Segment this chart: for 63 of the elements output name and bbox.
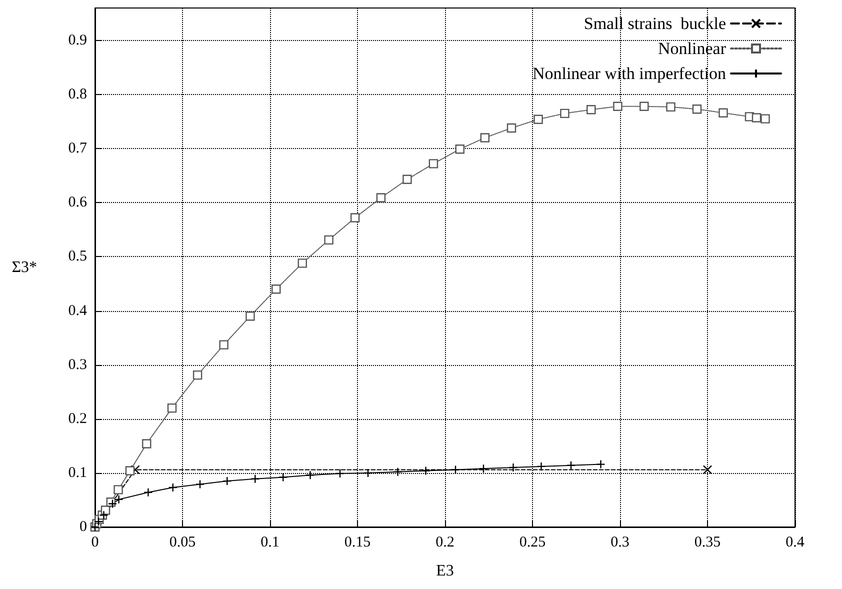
point (272, 284, 281, 294)
point (192, 370, 202, 380)
point (324, 235, 334, 245)
y-tick-label: 0.2 (68, 410, 87, 427)
point (114, 485, 123, 494)
y-tick-label: 0.3 (68, 356, 87, 373)
y-tick-label: 0.8 (68, 86, 87, 102)
y-tick-label: 0.1 (68, 464, 87, 481)
point (752, 113, 762, 122)
y-axis-title: Σ3* (12, 259, 37, 276)
point (596, 460, 606, 469)
x-tick-label: 0.3 (610, 534, 630, 550)
point (167, 403, 177, 413)
point (376, 193, 386, 202)
point (613, 102, 622, 111)
point (702, 465, 712, 474)
point (195, 480, 205, 489)
point (450, 465, 460, 474)
legend-label: Nonlinear with imperfection (532, 64, 726, 83)
point (335, 468, 345, 478)
point (478, 464, 488, 474)
point (142, 439, 152, 448)
y-tick-label: 0.6 (68, 194, 88, 211)
y-tick-label: 0.5 (68, 248, 87, 265)
legend-label: Small strains buckle (584, 14, 726, 33)
x-axis-title: E3 (436, 562, 454, 580)
point (534, 114, 543, 124)
point (760, 114, 770, 124)
x-tick-label: 0.1 (260, 534, 280, 550)
point (480, 133, 490, 142)
point (168, 482, 178, 492)
x-tick-label: 0.4 (786, 534, 805, 550)
point (640, 102, 649, 111)
x-tick-label: 0.05 (169, 534, 196, 550)
point (350, 213, 360, 222)
x-tick-label: 0.25 (519, 534, 546, 550)
point (428, 159, 438, 168)
point (508, 462, 518, 472)
y-tick-label: 0.9 (68, 32, 87, 48)
y-tick-label: 0.4 (68, 302, 88, 319)
point (144, 488, 153, 497)
x-tick-label: 0.2 (436, 534, 454, 550)
x-tick-label: 0.15 (344, 534, 371, 550)
point (566, 460, 576, 470)
point (125, 466, 135, 476)
point (219, 340, 228, 350)
point (130, 465, 140, 474)
point (666, 102, 676, 112)
point (692, 104, 702, 114)
x-tick-label: 0.35 (694, 534, 721, 550)
point (560, 108, 570, 118)
point (246, 312, 255, 321)
point (586, 105, 596, 114)
point (718, 108, 728, 118)
point (402, 174, 412, 184)
y-tick-label: 0.7 (68, 140, 88, 157)
y-tick-label: 0 (80, 519, 87, 535)
legend-label: Nonlinear (658, 39, 726, 58)
x-tick-label: 0 (91, 534, 99, 550)
point (455, 144, 464, 154)
point (506, 123, 516, 133)
point (114, 494, 124, 504)
point (298, 258, 307, 268)
